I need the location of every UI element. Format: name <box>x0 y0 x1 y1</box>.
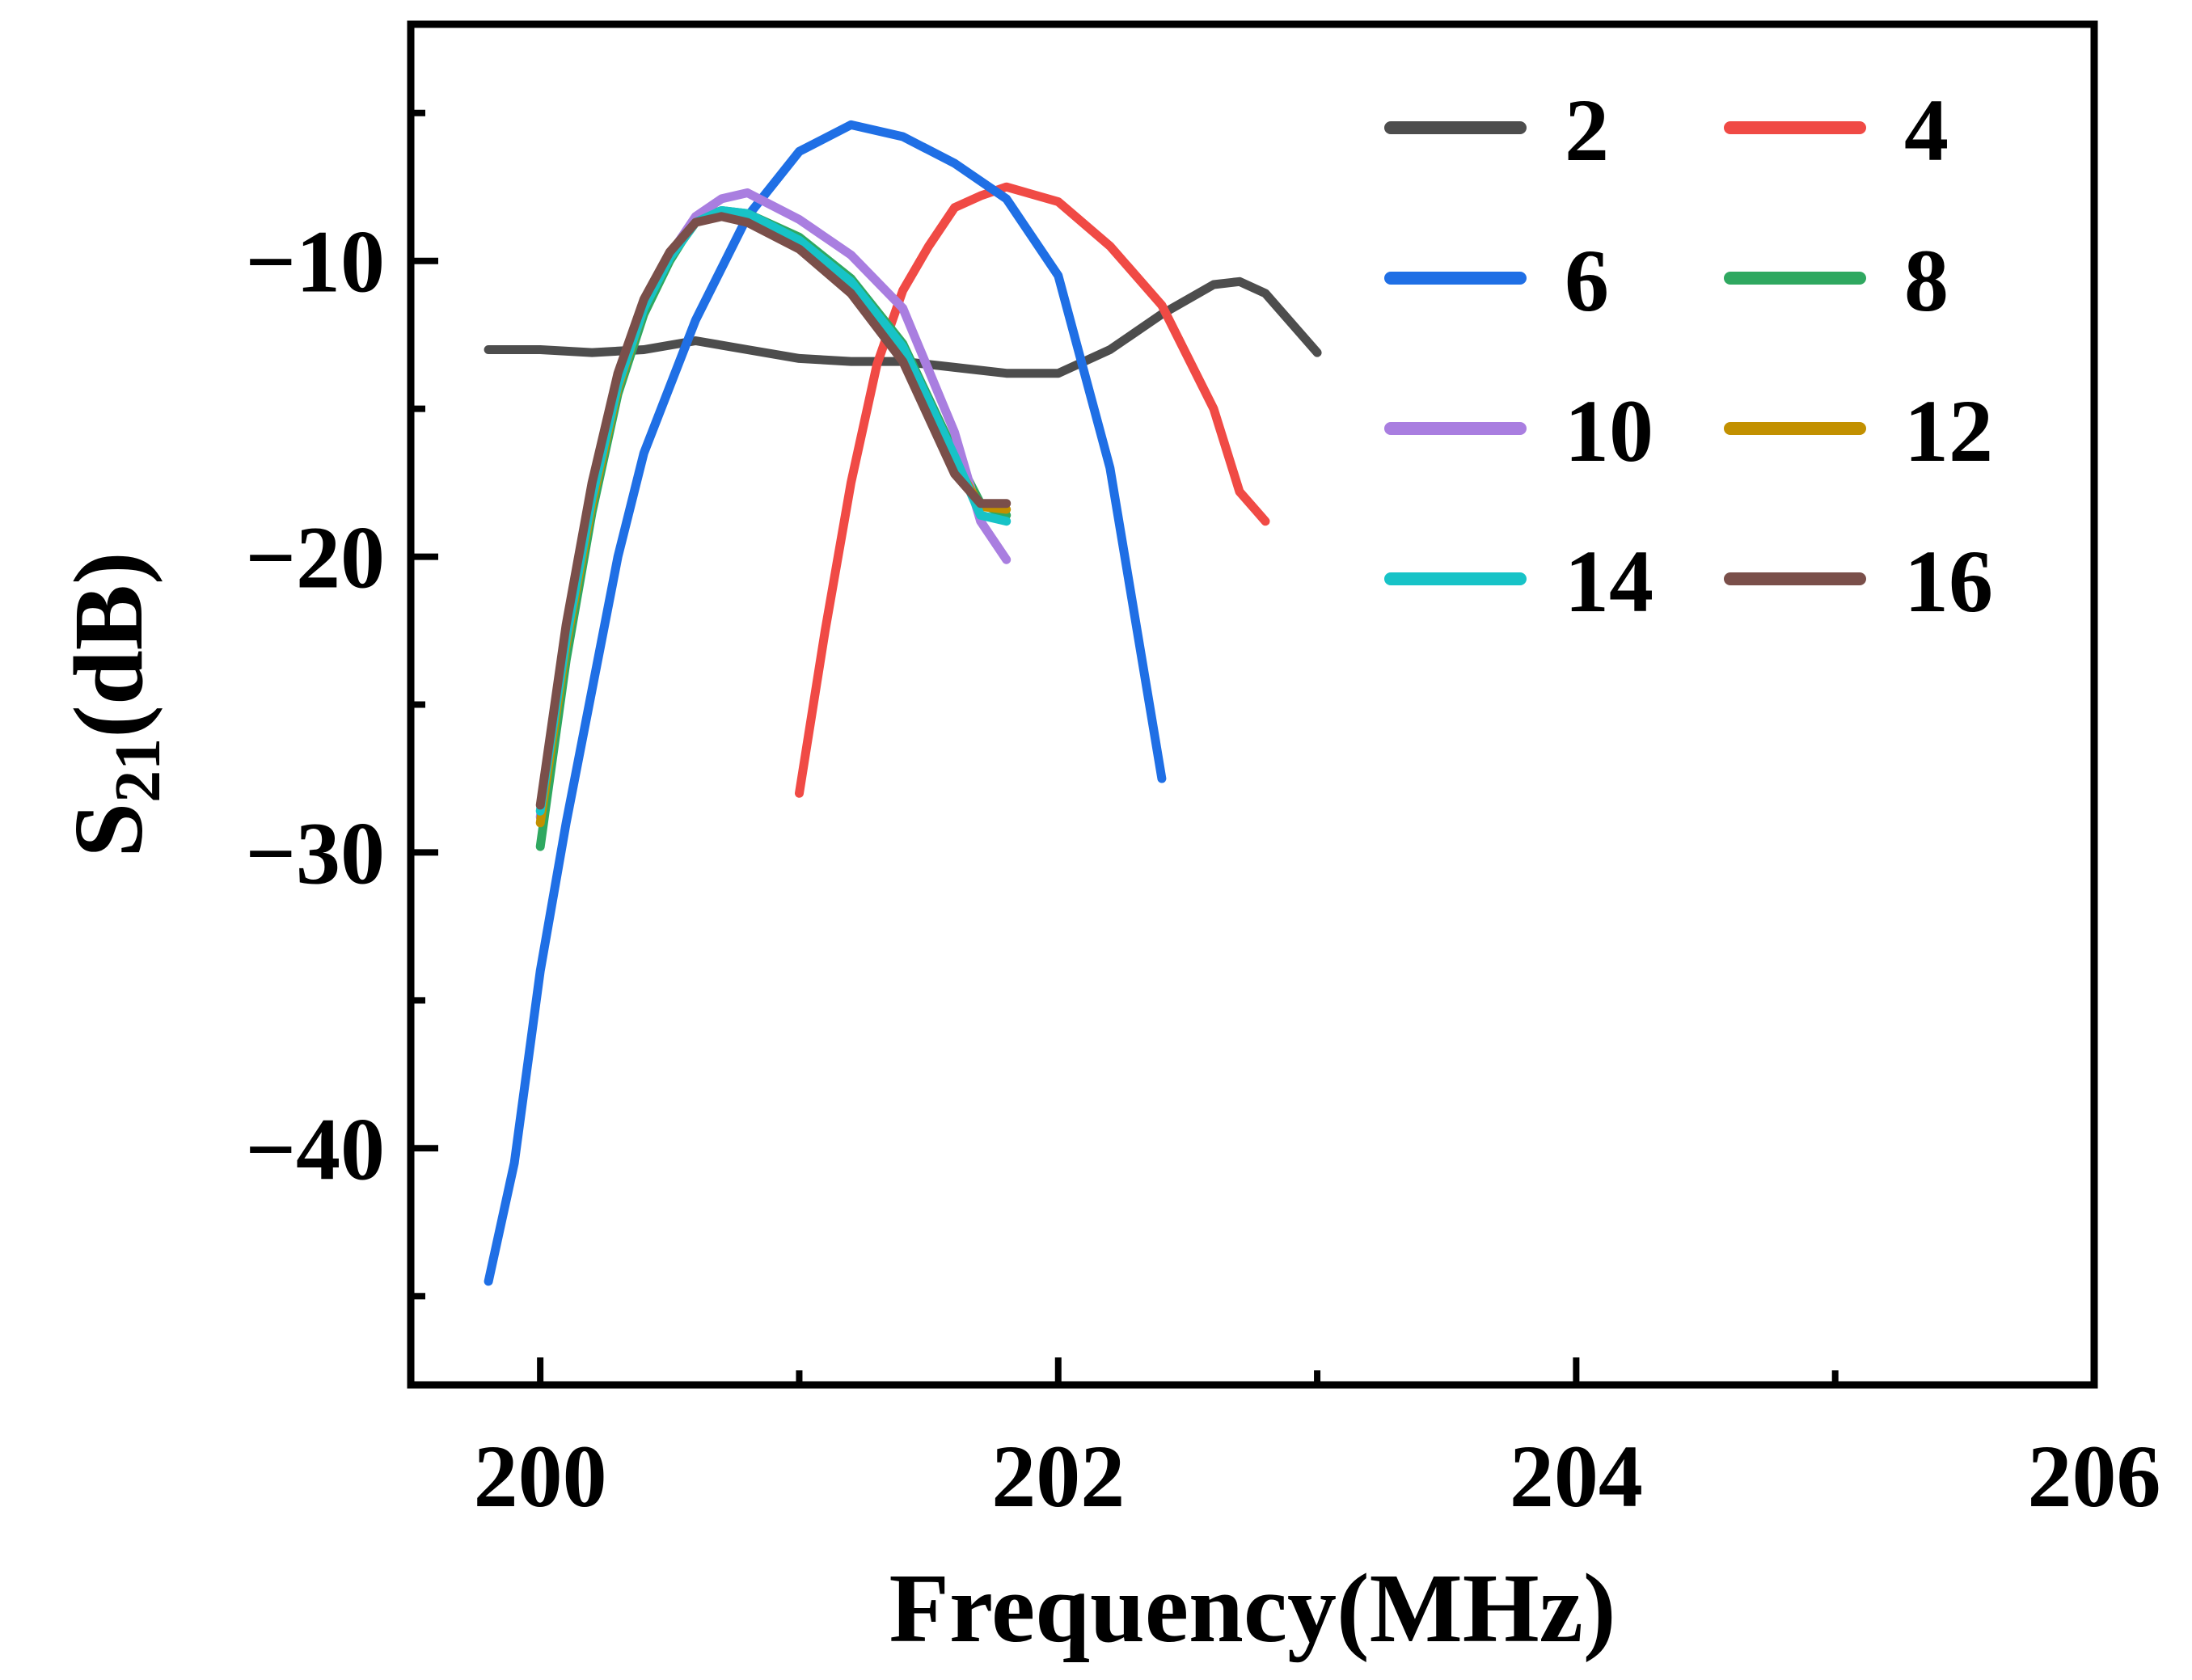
y-tick-label: −20 <box>245 509 385 607</box>
series-line-8 <box>535 206 1012 851</box>
legend-label-14: 14 <box>1565 532 1654 631</box>
y-axis-title-base: S <box>54 803 163 858</box>
legend-label-16: 16 <box>1904 532 1993 631</box>
y-axis-title: S21(dB) <box>54 551 174 857</box>
series-line-6 <box>484 120 1167 1286</box>
x-tick-label: 206 <box>2028 1427 2161 1526</box>
series-line-16 <box>535 212 1012 810</box>
legend-label-2: 2 <box>1565 81 1609 179</box>
x-axis-title: Frequency(MHz) <box>889 1554 1616 1663</box>
plot-frame <box>407 20 2098 1389</box>
series-line-12 <box>535 209 1012 828</box>
legend-label-8: 8 <box>1904 231 1949 330</box>
series-layer <box>484 120 1322 1286</box>
y-axis-title-unit: (dB) <box>54 551 163 737</box>
y-axis-title-subscript: 21 <box>103 738 174 803</box>
legend-label-4: 4 <box>1904 81 1949 179</box>
series-line-4 <box>795 182 1270 798</box>
y-tick-label: −10 <box>245 213 385 311</box>
series-line-10 <box>535 188 1012 821</box>
x-tick-label: 200 <box>474 1427 607 1526</box>
x-tick-label: 204 <box>1510 1427 1643 1526</box>
legend-label-10: 10 <box>1565 382 1654 480</box>
legend-label-12: 12 <box>1904 382 1993 480</box>
tick-layer: 200 202 204 206 −10 −20 −30 −40 <box>245 109 2161 1526</box>
y-tick-label: −30 <box>245 804 385 902</box>
x-tick-label: 202 <box>991 1427 1125 1526</box>
y-tick-label: −40 <box>245 1100 385 1198</box>
series-line-14 <box>535 206 1012 816</box>
legend: 2 4 6 8 10 12 14 16 <box>1384 81 1993 631</box>
legend-label-6: 6 <box>1565 231 1609 330</box>
